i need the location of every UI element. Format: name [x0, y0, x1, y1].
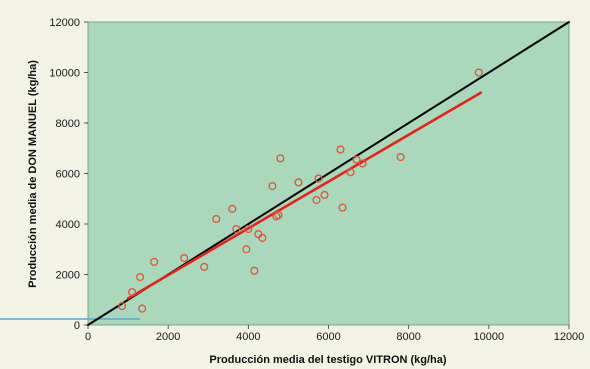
y-tick-label: 12000 [49, 17, 80, 29]
x-tick-label: 2000 [156, 331, 180, 343]
y-tick-label: 10000 [49, 68, 80, 80]
scatter-point [358, 159, 367, 168]
y-tick-label: 0 [74, 320, 80, 332]
x-axis-title: Producción media del testigo VITRON (kg/… [209, 354, 446, 366]
scatter-point [212, 214, 221, 224]
scatter-point [244, 225, 253, 234]
scatter-point [128, 288, 137, 297]
scatter-point [352, 155, 361, 164]
x-tick-labels: 0 2000 4000 6000 8000 10000 12000 [85, 331, 584, 343]
scatter-point [232, 225, 241, 234]
scatter-point [118, 302, 127, 311]
scatter-point [474, 68, 483, 77]
chart-points [118, 68, 483, 313]
scatter-point [250, 266, 259, 275]
x-tick-label: 12000 [554, 331, 585, 343]
scatter-point [268, 182, 277, 191]
scatter-point [294, 178, 303, 187]
scatter-point [312, 195, 321, 205]
scatter-point [242, 245, 251, 254]
x-tick-label: 4000 [236, 331, 260, 343]
scatter-point [396, 153, 405, 162]
scatter-point [346, 168, 355, 177]
scatter-point [136, 272, 145, 282]
x-tick-label: 8000 [396, 331, 420, 343]
chart-lines [87, 21, 570, 326]
scatter-point [314, 174, 323, 183]
scatter-point [228, 204, 237, 213]
scatter-point [180, 254, 189, 263]
y-axis-title: Producción media de DON MANUEL (kg/ha) [27, 60, 39, 288]
x-tick-label: 0 [85, 331, 91, 343]
y-tick-label: 4000 [56, 219, 80, 231]
scatter-point [276, 154, 285, 163]
scatter-point [200, 262, 209, 271]
y-tick-label: 8000 [56, 118, 80, 130]
x-tick-label: 6000 [316, 331, 340, 343]
scatter-point [138, 304, 147, 313]
scatter-point [150, 257, 159, 266]
scatter-point [338, 203, 347, 212]
scatter-point [258, 233, 267, 242]
x-tick-label: 10000 [474, 331, 505, 343]
y-tick-labels: 0 2000 4000 6000 8000 10000 12000 [49, 17, 80, 332]
trend-line [126, 91, 483, 300]
y-tick-label: 2000 [56, 270, 80, 282]
scatter-point [320, 190, 329, 200]
scatter-point [336, 145, 345, 154]
scatter-point [274, 211, 283, 220]
y-tick-label: 6000 [56, 169, 80, 181]
